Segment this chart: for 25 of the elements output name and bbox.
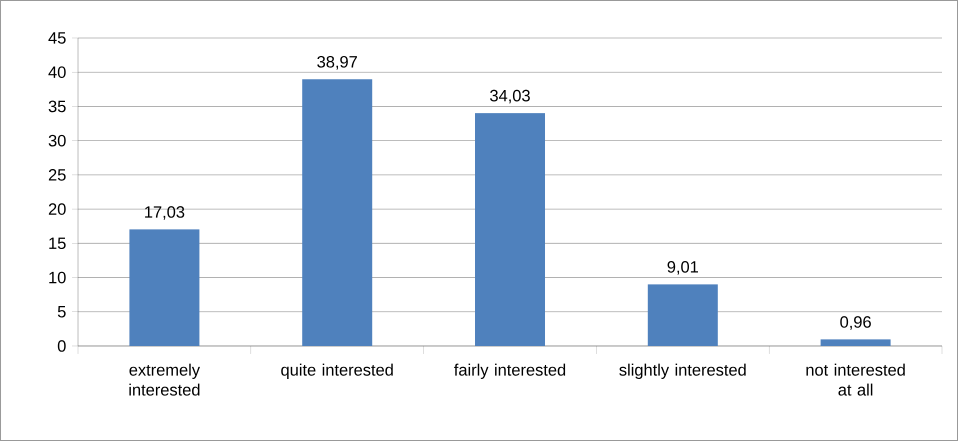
x-tick-label: not interested at all xyxy=(806,364,905,396)
data-label: 17,03 xyxy=(145,206,184,220)
y-tick-label: 35 xyxy=(48,100,66,112)
y-tick-label: 40 xyxy=(48,66,66,78)
x-tick-label: slightly interested xyxy=(619,364,746,379)
y-tick-label: 15 xyxy=(49,238,66,250)
y-tick-label: 10 xyxy=(49,272,66,284)
bar xyxy=(648,284,718,346)
bar xyxy=(129,229,200,346)
y-tick-label: 0 xyxy=(58,340,66,352)
x-tick-label: quite interested xyxy=(281,364,393,379)
y-tick-label: 5 xyxy=(58,306,66,318)
y-tick-label: 45 xyxy=(48,32,66,44)
bar xyxy=(302,79,372,346)
data-label: 9,01 xyxy=(668,261,698,275)
data-label: 34,03 xyxy=(490,90,530,104)
bar xyxy=(475,113,546,346)
x-tick-label: fairly interested xyxy=(454,364,566,379)
bar xyxy=(820,339,891,346)
data-label: 38,97 xyxy=(317,56,357,70)
y-tick-label: 20 xyxy=(48,203,66,215)
y-tick-label: 25 xyxy=(48,169,66,181)
y-tick-label: 30 xyxy=(48,134,66,146)
x-tick-label: extremely interested xyxy=(129,364,200,396)
data-label: 0,96 xyxy=(840,316,871,330)
